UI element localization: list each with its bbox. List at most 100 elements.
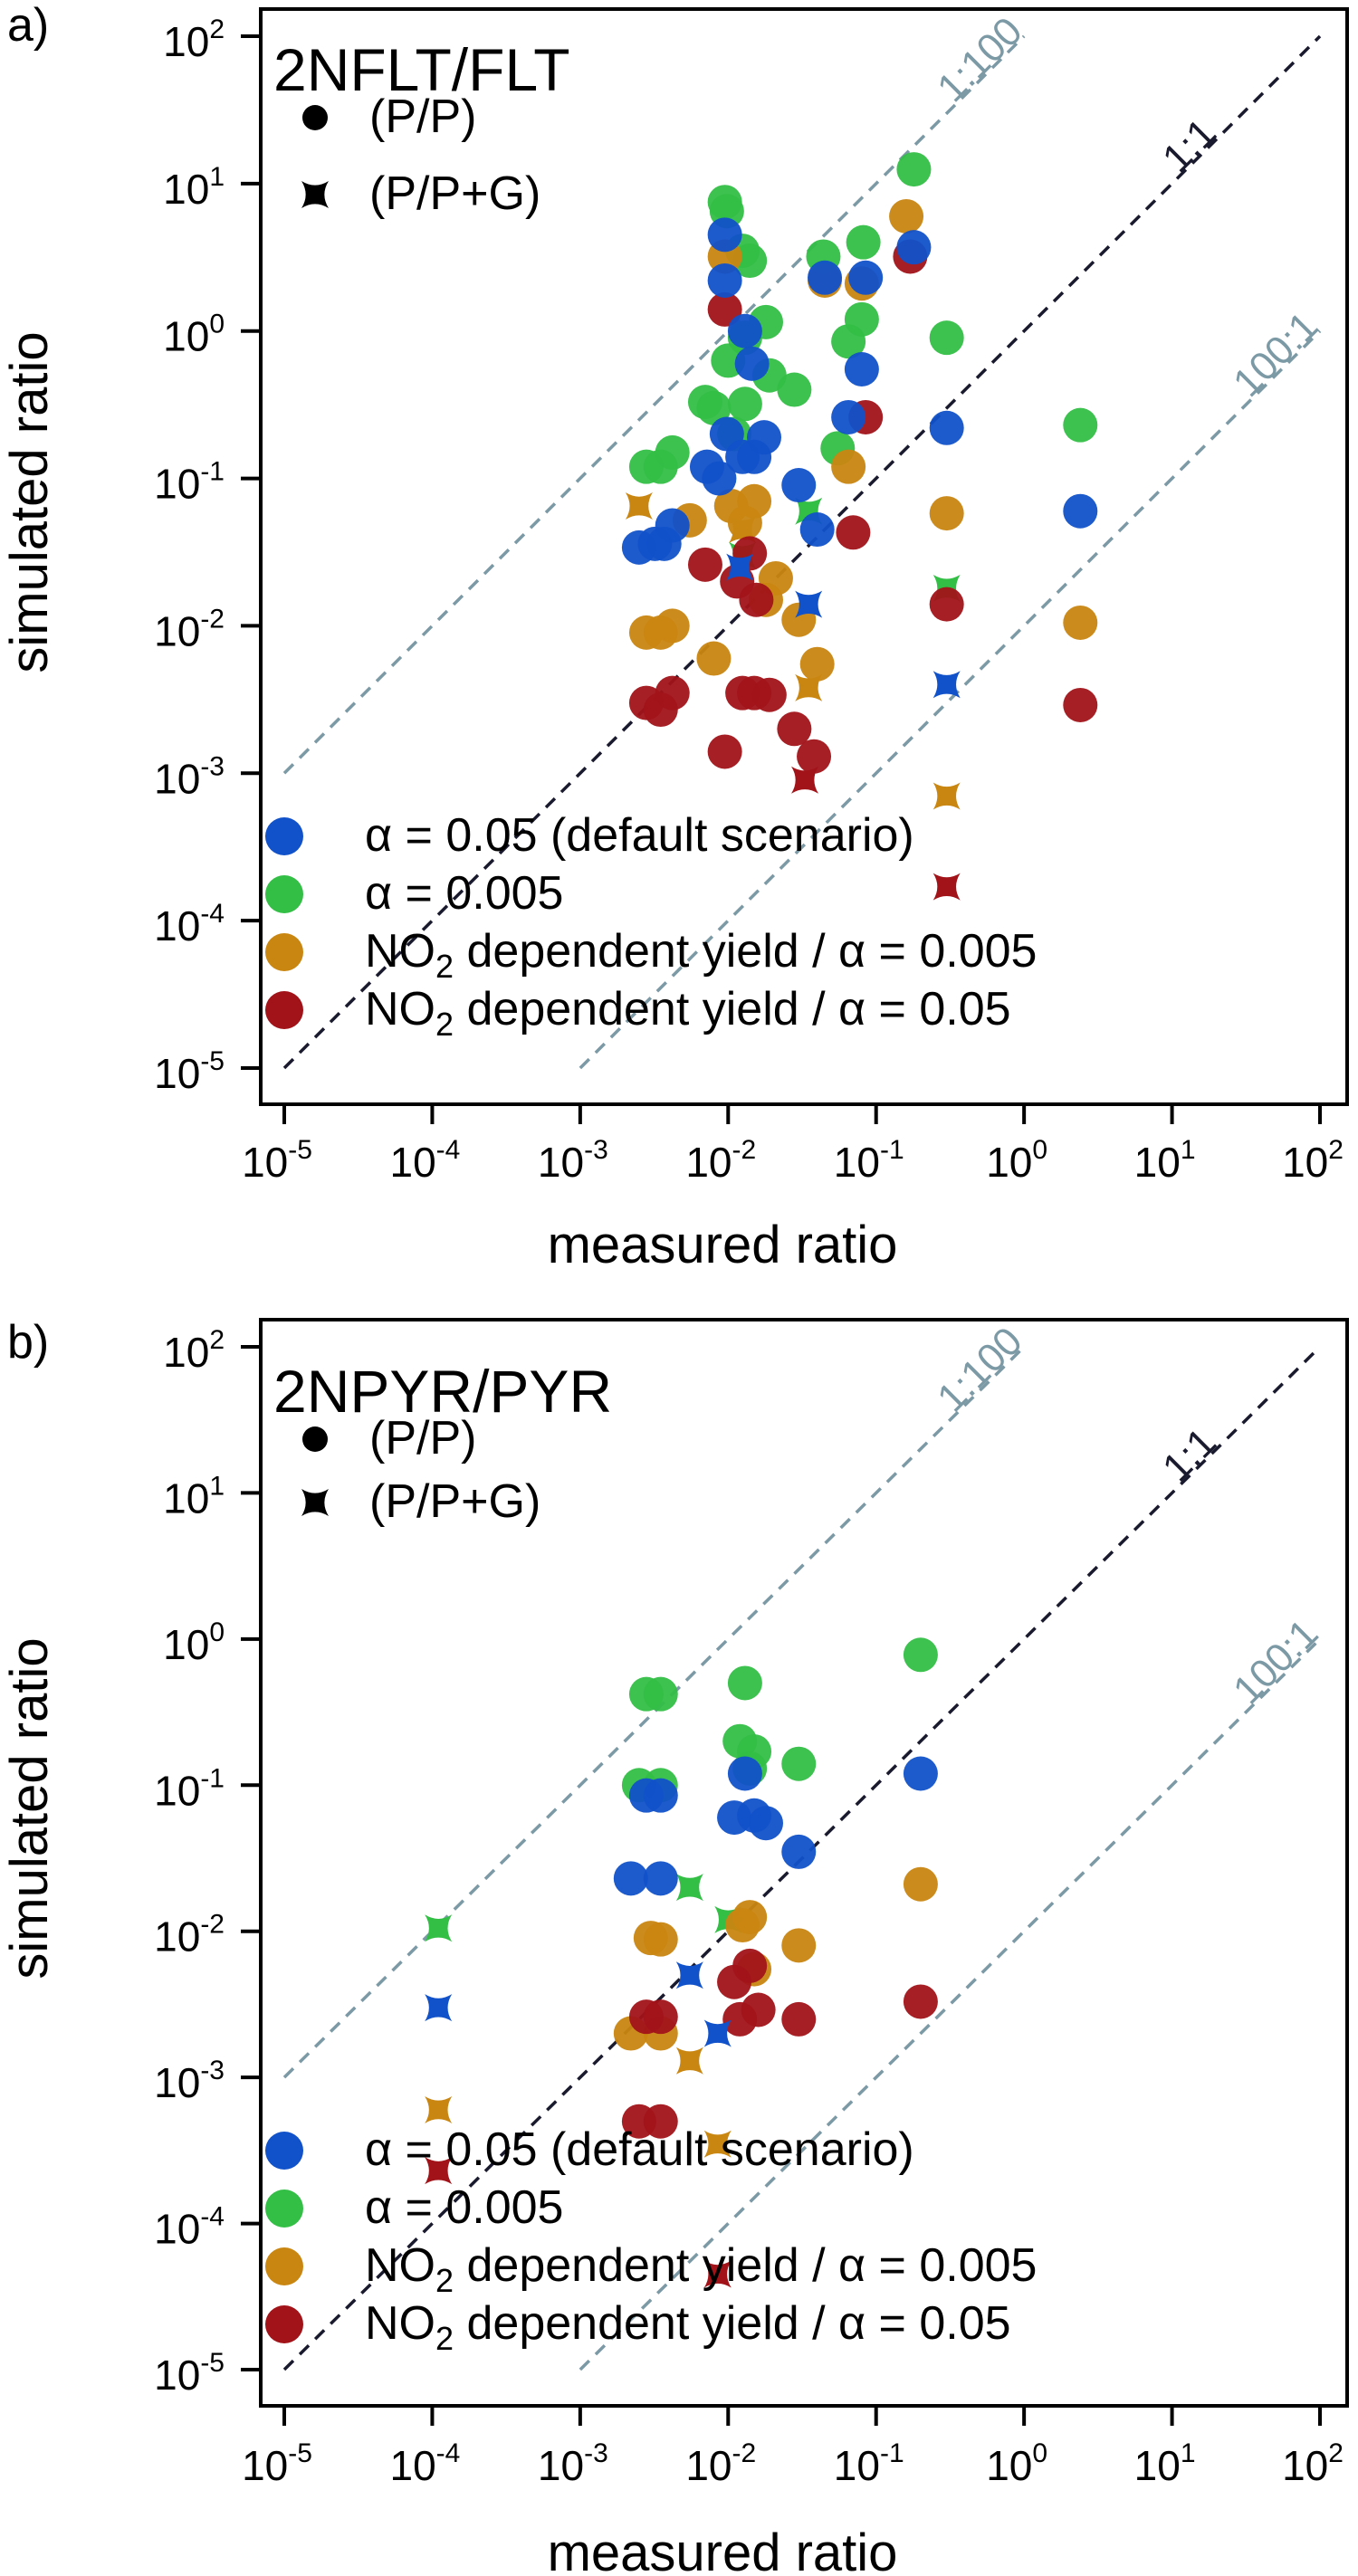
y-tick-label: 100 — [163, 1617, 225, 1668]
legend-swatch — [265, 2305, 303, 2343]
data-point — [749, 1806, 784, 1841]
data-point — [707, 734, 742, 769]
legend-label: NO2 dependent yield / α = 0.005 — [365, 2239, 1037, 2299]
data-point — [1063, 493, 1098, 529]
data-point — [929, 410, 964, 445]
legend-label: NO2 dependent yield / α = 0.05 — [365, 983, 1011, 1043]
x-tick-label: 10-3 — [538, 1135, 608, 1186]
y-tick-label: 102 — [163, 14, 225, 65]
data-point — [777, 372, 812, 407]
legend-swatch — [265, 2190, 303, 2228]
reference-label-1-100: 1:100 — [929, 9, 1031, 111]
data-point — [781, 468, 817, 503]
y-tick-label: 10-1 — [154, 1763, 225, 1814]
marker-legend-circle-icon — [302, 1426, 328, 1452]
data-point-star — [726, 553, 754, 581]
x-tick-label: 10-1 — [834, 1135, 904, 1186]
legend-swatch — [265, 2247, 303, 2285]
y-tick-label: 10-3 — [154, 751, 225, 802]
reference-line-1-100 — [282, 34, 1026, 775]
data-point — [737, 483, 772, 519]
data-point — [732, 1900, 768, 1935]
data-point — [831, 449, 866, 484]
reference-label-100-1: 100:1 — [1225, 303, 1327, 405]
data-point — [1063, 687, 1098, 722]
x-tick-label: 10-2 — [685, 2438, 756, 2489]
series-green — [425, 1637, 938, 1942]
y-tick-label: 10-5 — [154, 1046, 225, 1097]
reference-line-100-1 — [579, 329, 1322, 1070]
data-point — [799, 512, 835, 548]
data-point — [643, 1676, 678, 1712]
chart-panel-a: 1:100 1:1 100:1 10-5 10-4 10-3 10-2 10-1 100 101 1… — [0, 0, 1349, 1274]
series-red — [425, 1948, 938, 2288]
panel-tag: b) — [7, 1316, 49, 1369]
data-point — [1063, 407, 1098, 443]
data-point-star — [675, 1961, 703, 1989]
data-point — [808, 260, 843, 295]
y-tick-label: 102 — [163, 1325, 225, 1376]
data-point — [781, 1928, 817, 1963]
data-point — [929, 320, 964, 356]
data-point-star — [795, 590, 823, 618]
data-point-star — [932, 671, 961, 699]
data-point — [751, 677, 787, 712]
y-tick-label: 10-5 — [154, 2348, 225, 2399]
data-point — [702, 461, 737, 496]
data-point-star — [791, 766, 819, 794]
legend-label: α = 0.005 — [365, 2181, 563, 2234]
x-tick-label: 101 — [1134, 1135, 1196, 1186]
data-point — [929, 496, 964, 531]
x-tick-label: 102 — [1282, 1135, 1344, 1186]
data-point — [732, 1948, 768, 1983]
data-point — [643, 1999, 678, 2035]
data-point — [741, 1992, 776, 2027]
x-tick-label: 10-5 — [242, 2438, 312, 2489]
data-point — [781, 1834, 817, 1869]
data-point-star — [425, 1914, 453, 1942]
data-point — [643, 1922, 678, 1957]
reference-label-1-100: 1:100 — [929, 1319, 1031, 1421]
data-point-star — [795, 673, 823, 701]
data-point — [707, 217, 742, 253]
x-tick-label: 100 — [986, 1135, 1047, 1186]
panel-title: 2NPYR/PYR — [273, 1358, 612, 1425]
data-point — [739, 582, 774, 617]
legend-swatch — [265, 875, 303, 913]
reference-label-1-1: 1:1 — [1154, 1420, 1225, 1491]
marker-legend-circle-icon — [302, 105, 328, 130]
data-point — [655, 608, 690, 644]
data-point-star — [703, 2260, 732, 2288]
data-point — [896, 152, 932, 187]
data-point — [727, 1756, 762, 1791]
data-point — [727, 313, 762, 348]
panel-title: 2NFLT/FLT — [273, 36, 570, 103]
data-point — [903, 1866, 938, 1902]
x-tick-label: 10-1 — [834, 2438, 904, 2489]
data-point — [797, 739, 832, 774]
data-point-star — [932, 782, 961, 810]
data-point — [889, 198, 924, 234]
data-point — [613, 1861, 648, 1896]
x-tick-label: 10-5 — [242, 1135, 312, 1186]
x-axis-title: measured ratio — [548, 2524, 898, 2576]
marker-legend-label: (P/P) — [369, 1412, 476, 1465]
x-axis-title: measured ratio — [548, 1216, 898, 1274]
x-tick-label: 102 — [1282, 2438, 1344, 2489]
data-point — [781, 2001, 817, 2037]
legend-label: α = 0.05 (default scenario) — [365, 809, 914, 862]
data-point — [643, 1861, 678, 1896]
y-tick-label: 10-3 — [154, 2056, 225, 2106]
y-tick-label: 10-1 — [154, 457, 225, 508]
reference-label-100-1: 100:1 — [1225, 1611, 1327, 1713]
x-tick-label: 10-4 — [389, 2438, 460, 2489]
legend-swatch — [265, 2132, 303, 2170]
data-point — [929, 587, 964, 622]
data-point — [831, 399, 866, 434]
marker-legend-label: (P/P) — [369, 91, 476, 143]
data-point — [836, 515, 871, 550]
y-tick-label: 10-4 — [154, 2202, 225, 2253]
data-point — [799, 646, 835, 682]
series-blue — [621, 217, 1098, 699]
